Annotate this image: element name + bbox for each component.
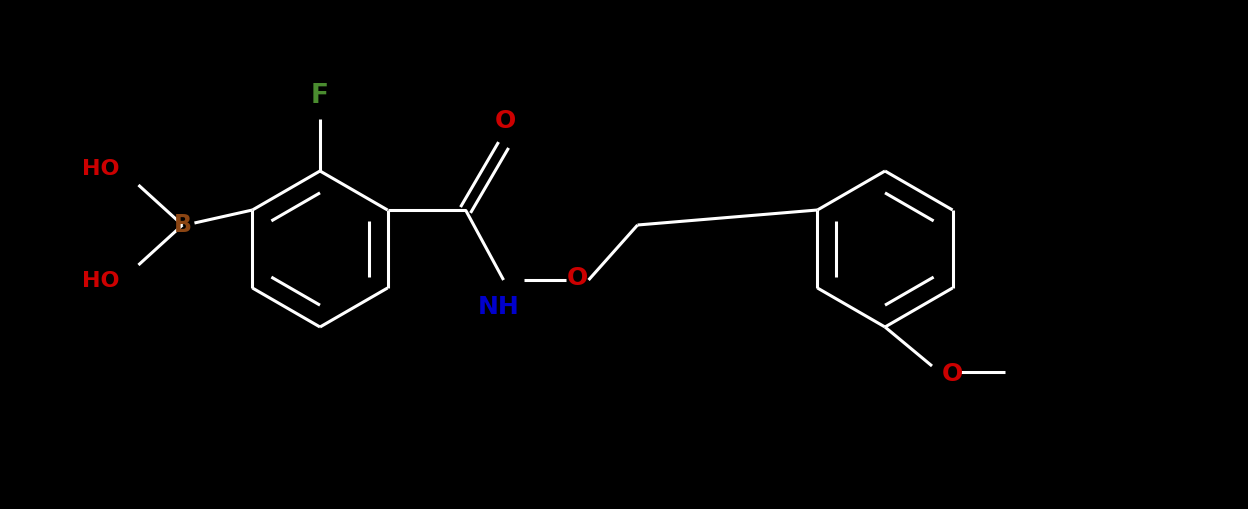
Text: HO: HO <box>82 271 120 291</box>
Text: B: B <box>173 213 191 237</box>
Text: O: O <box>495 109 517 133</box>
Text: HO: HO <box>82 159 120 179</box>
Text: O: O <box>567 266 588 290</box>
Text: F: F <box>311 83 329 109</box>
Text: NH: NH <box>478 295 519 319</box>
Text: O: O <box>942 362 963 386</box>
